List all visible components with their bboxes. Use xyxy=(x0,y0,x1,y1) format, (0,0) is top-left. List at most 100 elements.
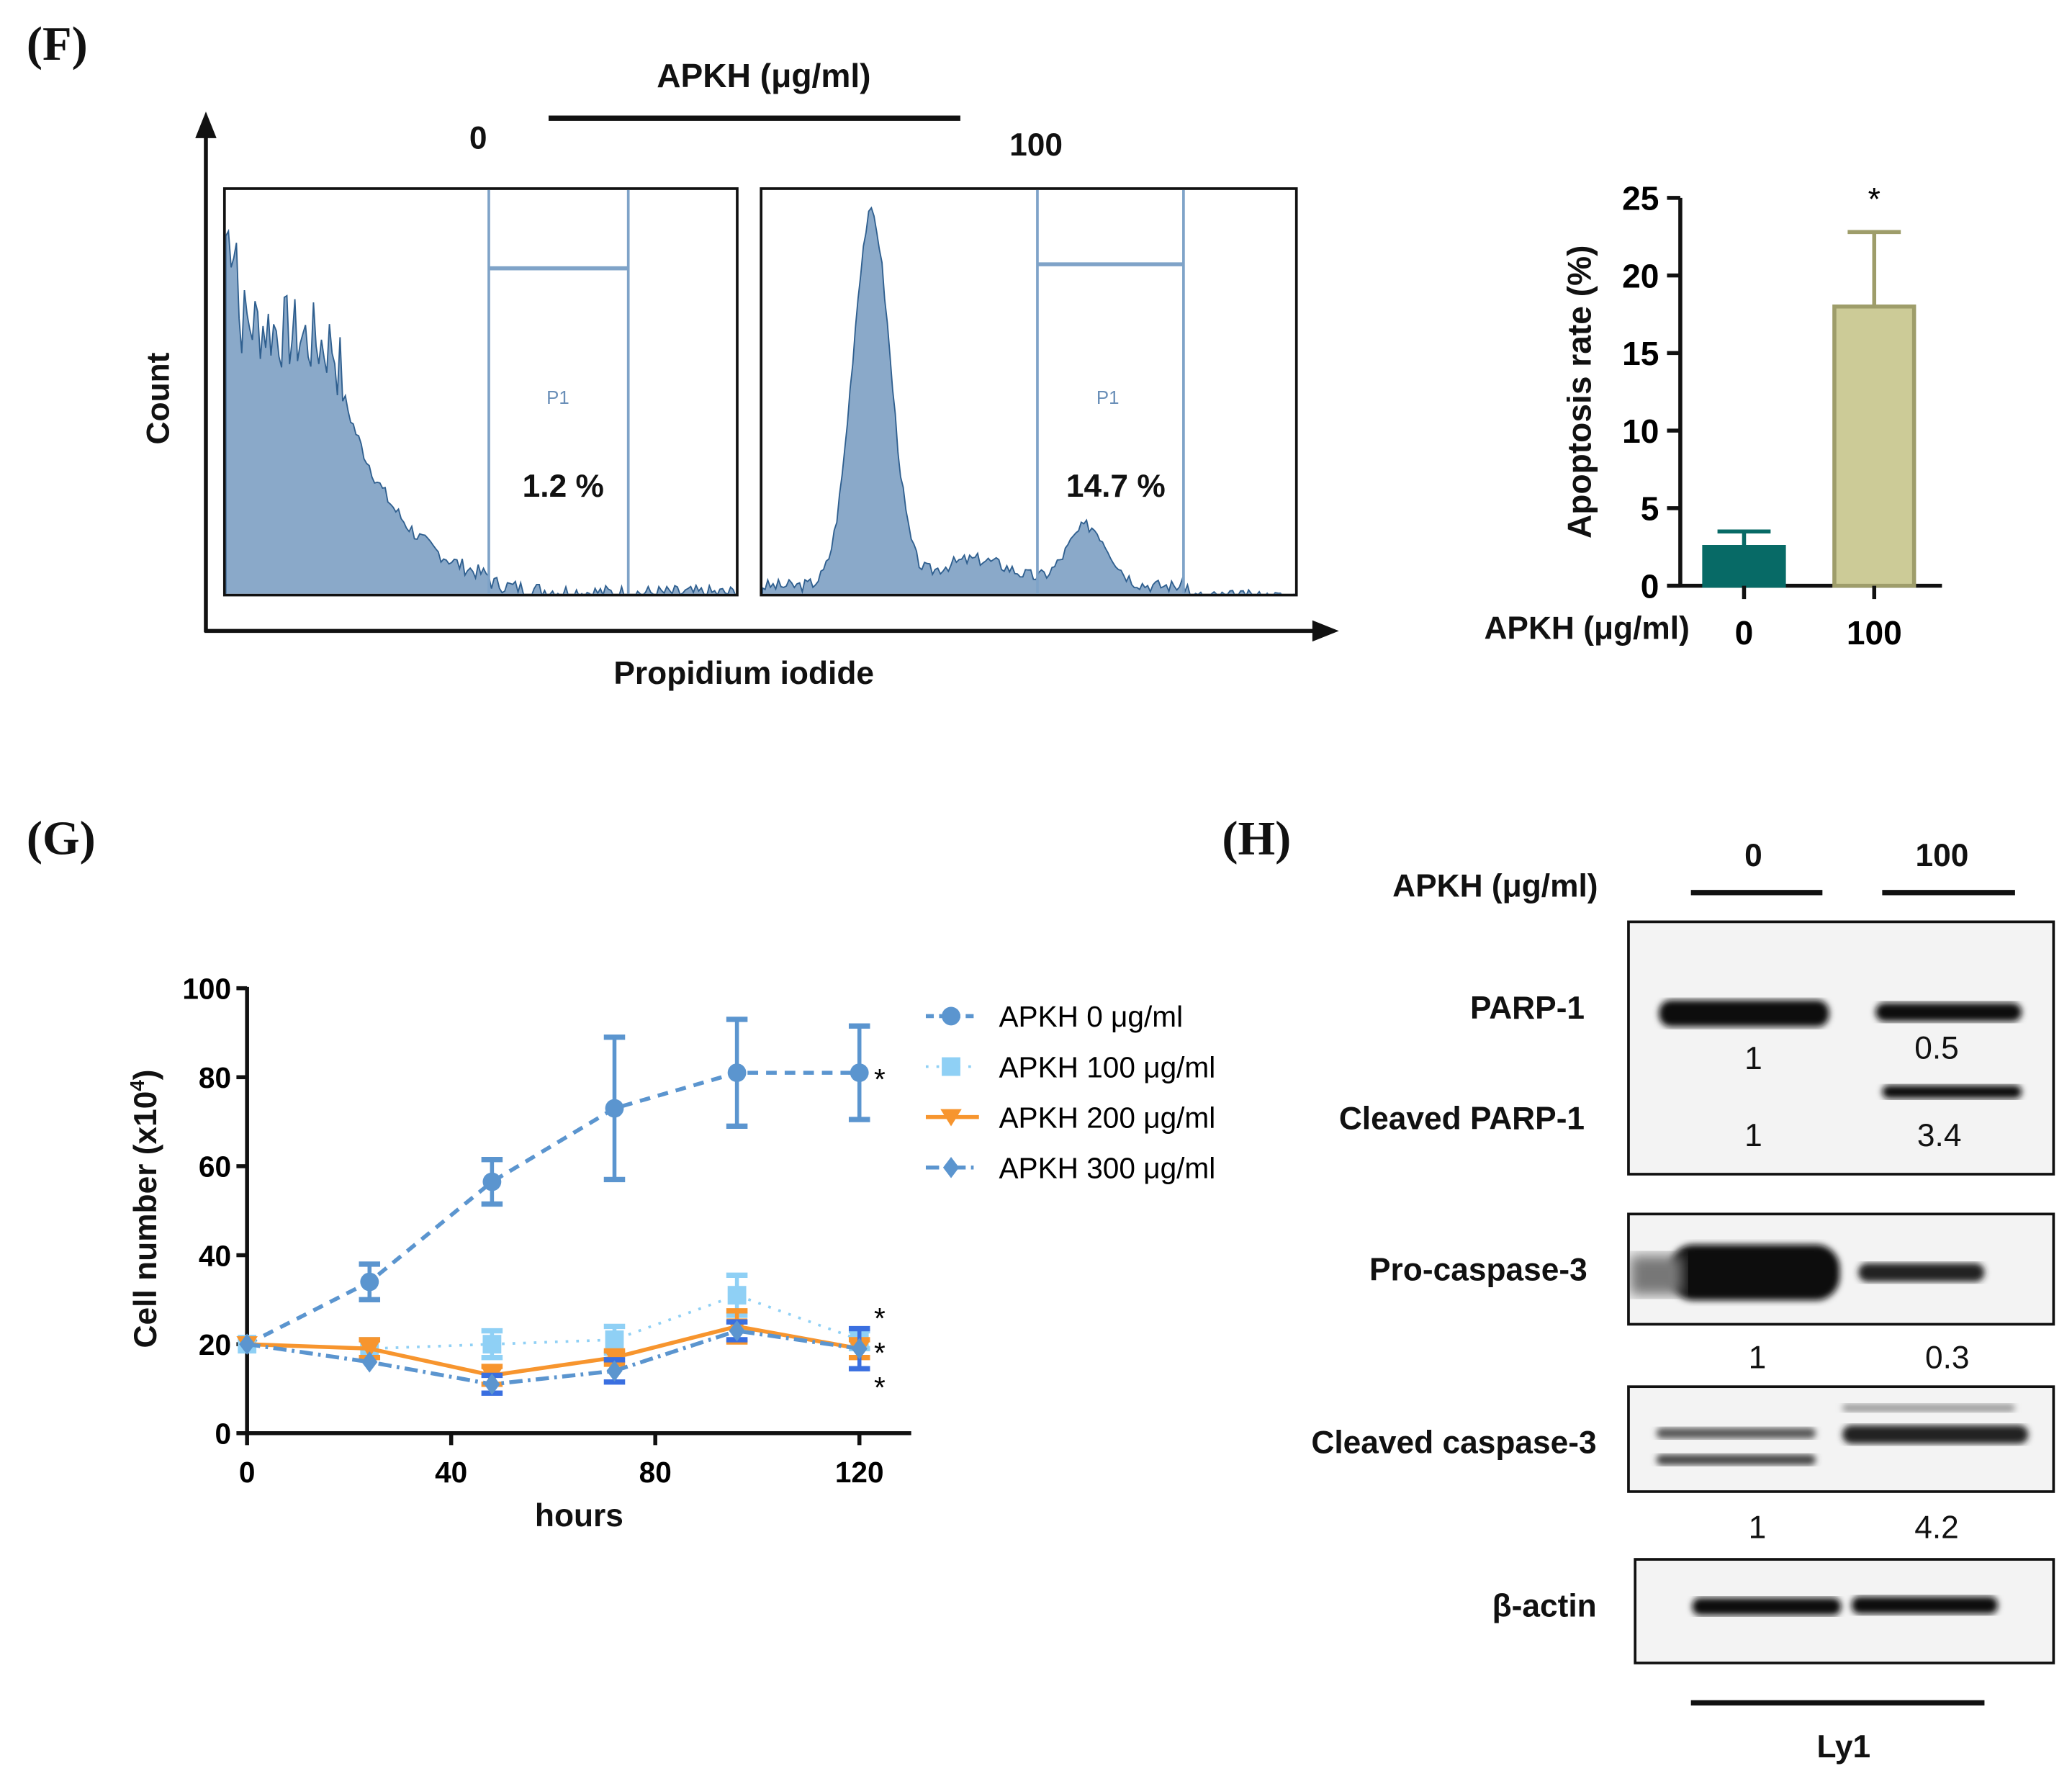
x-tick-label: 0 xyxy=(239,1456,256,1489)
quant: 1 xyxy=(1744,1118,1762,1155)
treatment-bar xyxy=(548,115,960,121)
data-point xyxy=(359,1340,381,1358)
legend-label: APKH 300 μg/ml xyxy=(999,1152,1215,1185)
quant: 4.2 xyxy=(1914,1510,1959,1546)
bar-100 xyxy=(1832,304,1916,588)
significance-star: * xyxy=(874,1336,886,1369)
panel-label-h: (H) xyxy=(1222,811,1292,865)
band xyxy=(1882,1085,2022,1099)
panel-label-f: (F) xyxy=(26,17,88,71)
data-point xyxy=(482,1172,502,1191)
blot-parp1 xyxy=(1627,920,2055,1176)
line-x-label: hours xyxy=(534,1498,623,1534)
y-label-end: ) xyxy=(128,1069,164,1081)
data-point xyxy=(482,1335,502,1354)
y-tick-label: 10 xyxy=(1622,413,1659,450)
data-point xyxy=(729,1320,745,1342)
band-label-parp1: PARP-1 xyxy=(1469,991,1585,1027)
x-tick-label: 0 xyxy=(1735,614,1754,652)
band xyxy=(1670,1244,1840,1301)
data-point xyxy=(360,1272,379,1292)
histogram-0-trace xyxy=(225,228,736,594)
x-tick-label: 80 xyxy=(639,1456,672,1489)
data-point xyxy=(727,1063,747,1083)
y-tick-label: 0 xyxy=(1641,567,1659,605)
band-label-cleaved-caspase3: Cleaved caspase-3 xyxy=(1311,1425,1597,1461)
flow-dose-0: 0 xyxy=(469,120,487,157)
wb-dose-0: 0 xyxy=(1744,838,1762,875)
legend-marker xyxy=(942,1057,960,1076)
data-point xyxy=(605,1099,624,1118)
arrow-up-icon xyxy=(195,111,217,138)
legend-label: APKH 200 μg/ml xyxy=(999,1101,1215,1134)
histogram-100: P1 14.7 % xyxy=(760,187,1298,597)
wb-treatment-label: APKH (μg/ml) xyxy=(1392,868,1598,905)
y-tick-label: 15 xyxy=(1622,335,1659,372)
legend-marker xyxy=(940,1109,962,1127)
data-point xyxy=(239,1333,256,1355)
significance-star: * xyxy=(874,1063,886,1096)
quant: 1 xyxy=(1748,1510,1767,1546)
data-point xyxy=(851,1338,868,1360)
quant: 1 xyxy=(1744,1041,1762,1078)
series-3: * xyxy=(239,1319,886,1404)
quant: 1 xyxy=(1748,1340,1767,1376)
series-line xyxy=(246,1071,860,1346)
y-label-exponent: 4 xyxy=(127,1080,150,1091)
y-tick-label: 40 xyxy=(199,1239,231,1272)
band xyxy=(1858,1263,1985,1282)
series-0: * xyxy=(238,1017,886,1354)
y-tick-label: 5 xyxy=(1641,490,1659,528)
x-tick-label: 100 xyxy=(1847,614,1902,652)
gate-label: P1 xyxy=(546,386,569,408)
quant: 3.4 xyxy=(1916,1118,1962,1155)
band xyxy=(1659,1000,1829,1027)
legend-item: APKH 300 μg/ml xyxy=(925,1152,1215,1185)
panel-label-g: (G) xyxy=(26,811,96,865)
series-line xyxy=(247,1324,860,1378)
blot-pro-caspase3 xyxy=(1627,1212,2055,1326)
blot-cleaved-caspase3 xyxy=(1627,1385,2055,1493)
cell-line-bar xyxy=(1690,1700,1985,1705)
wb-dose-100: 100 xyxy=(1915,838,1969,875)
line-y-label: Cell number (x104) xyxy=(127,1069,166,1348)
data-point xyxy=(850,1063,869,1083)
y-tick-label: 100 xyxy=(182,972,231,1005)
series-line xyxy=(247,1294,860,1351)
x-tick-label: 40 xyxy=(435,1456,467,1489)
band xyxy=(1875,1002,2022,1022)
gate-percent: 1.2 % xyxy=(522,469,604,505)
gate-label: P1 xyxy=(1096,386,1120,408)
y-tick-label: 80 xyxy=(199,1061,231,1094)
band-label-cleaved-parp1: Cleaved PARP-1 xyxy=(1338,1101,1585,1137)
y-tick-label: 20 xyxy=(199,1328,231,1361)
band xyxy=(1842,1425,2029,1444)
significance-star: * xyxy=(1868,182,1880,217)
gate-percent: 14.7 % xyxy=(1066,469,1166,505)
band xyxy=(1851,1596,1998,1614)
significance-star: * xyxy=(874,1302,886,1335)
y-tick-label: 20 xyxy=(1622,257,1659,294)
x-tick-label: 120 xyxy=(835,1456,884,1489)
flow-x-label: Propidium iodide xyxy=(613,656,875,693)
band-label-beta-actin: β-actin xyxy=(1492,1588,1597,1625)
lane-bar xyxy=(1882,890,2015,896)
legend-marker xyxy=(942,1156,960,1179)
flow-treatment-label: APKH (μg/ml) xyxy=(657,58,871,95)
legend-item: APKH 0 μg/ml xyxy=(925,1000,1183,1033)
data-point xyxy=(605,1330,624,1349)
cell-line-label: Ly1 xyxy=(1816,1729,1871,1766)
band-label-pro-caspase3: Pro-caspase-3 xyxy=(1369,1252,1587,1289)
bar-x-label: APKH (μg/ml) xyxy=(1484,610,1690,647)
data-point xyxy=(727,1286,747,1305)
quant: 0.5 xyxy=(1914,1030,1959,1067)
legend-item: APKH 100 μg/ml xyxy=(925,1050,1215,1083)
legend-marker xyxy=(942,1006,960,1026)
legend-label: APKH 100 μg/ml xyxy=(999,1050,1215,1083)
data-point xyxy=(606,1360,623,1382)
legend-label: APKH 0 μg/ml xyxy=(999,1000,1183,1033)
histogram-100-trace xyxy=(762,206,1294,594)
series-line xyxy=(246,1328,860,1387)
